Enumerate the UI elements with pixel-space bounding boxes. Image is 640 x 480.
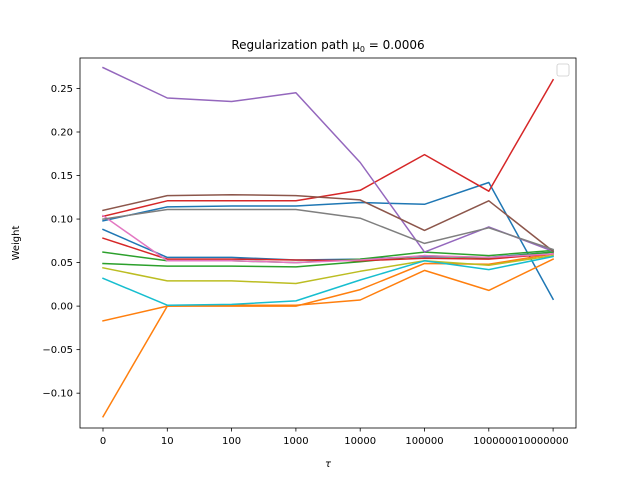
series-line-2 <box>102 181 555 301</box>
y-tick-label: 0.25 <box>51 84 73 95</box>
y-axis-label: Weight <box>11 226 22 261</box>
series-line-11 <box>101 214 554 264</box>
x-tick-label: 10 <box>161 436 174 447</box>
series-lines <box>101 66 555 418</box>
chart-title-main: Regularization path μ <box>231 38 360 52</box>
x-axis: 0 10 100 1000 10000 100000 100000010000000 <box>100 428 569 447</box>
y-tick-label: 0.20 <box>51 128 73 139</box>
y-tick-label: 0.05 <box>51 258 73 269</box>
x-tick-label: 100000 <box>405 436 443 447</box>
series-line-10 <box>102 193 555 253</box>
series-line-13 <box>102 254 554 285</box>
chart-title-rest: = 0.0006 <box>365 38 425 52</box>
chart-title: Regularization path μ0 = 0.0006 <box>231 38 424 54</box>
x-tick-label: 100 <box>222 436 241 447</box>
series-line-12 <box>102 208 555 251</box>
y-tick-label: −0.05 <box>42 345 73 356</box>
x-axis-label: τ <box>325 459 332 470</box>
y-axis: −0.10 −0.05 0.00 0.05 0.10 0.15 0.20 0.25 <box>42 84 80 400</box>
chart-title-subscript: 0 <box>360 45 365 54</box>
y-tick-label: 0.15 <box>51 171 73 182</box>
series-line-7 <box>102 237 554 262</box>
series-line-14 <box>102 255 554 306</box>
x-tick-label: 10000 <box>344 436 376 447</box>
y-tick-label: −0.10 <box>42 389 73 400</box>
series-line-8 <box>102 78 555 218</box>
y-tick-label: 0.00 <box>51 302 73 313</box>
x-tick-label: 0 <box>100 436 106 447</box>
plot-frame <box>79 57 577 429</box>
x-tick-label: 1000 <box>283 436 308 447</box>
x-tick-label: 100000010000000 <box>473 436 568 447</box>
legend-box <box>556 63 570 77</box>
y-tick-label: 0.10 <box>51 215 73 226</box>
plot-area <box>80 58 576 428</box>
